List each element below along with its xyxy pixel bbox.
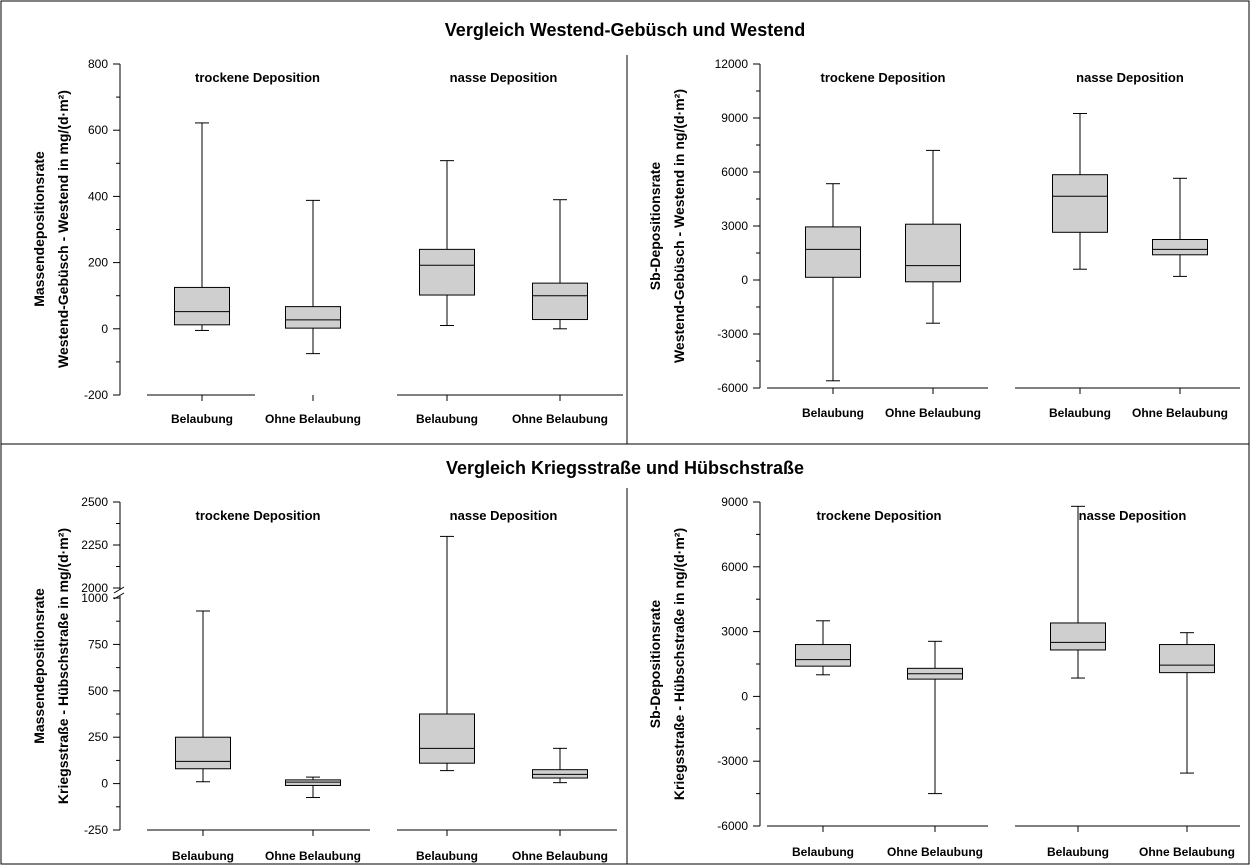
- chart-panel-mass-westend: -200 0 200 400 600 800 Massendepositionsrate We…: [31, 57, 623, 426]
- category-label: Ohne Belaubung: [1139, 845, 1235, 859]
- y-axis-title: Sb-Depositionsrate: [647, 600, 663, 729]
- group-label: trockene Deposition: [196, 508, 321, 523]
- y-tick-label: 0: [101, 777, 108, 791]
- y-axis-title: Kriegsstraße - Hübschstraße in ng/(d·m²): [671, 528, 687, 800]
- y-tick-label: -3000: [717, 754, 748, 768]
- y-tick-label: 0: [741, 273, 748, 287]
- box: [905, 223, 961, 283]
- y-tick-label: 750: [88, 637, 108, 651]
- group-label: nasse Deposition: [1076, 70, 1184, 85]
- y-axis-title: Sb-Depositionsrate: [647, 162, 663, 291]
- group-label: trockene Deposition: [817, 508, 942, 523]
- y-tick-label: 9000: [721, 495, 748, 509]
- box: [285, 306, 341, 329]
- y-tick-label: 12000: [715, 57, 749, 71]
- y-tick-label: 0: [101, 322, 108, 336]
- box: [1052, 174, 1108, 233]
- y-axis-title: Massendepositionsrate: [31, 151, 47, 307]
- category-label: Ohne Belaubung: [885, 406, 981, 420]
- chart-panel-sb-kriegsstrasse: -6000 -3000 0 3000 6000 9000 Sb-Depositionsrat…: [647, 495, 1240, 859]
- box: [285, 779, 341, 786]
- box: [1152, 239, 1208, 256]
- box: [419, 248, 475, 296]
- category-label: Ohne Belaubung: [265, 412, 361, 426]
- y-tick-label: 3000: [721, 219, 748, 233]
- y-axis-title: Westend-Gebüsch - Westend in mg/(d·m²): [55, 90, 71, 368]
- category-label: Belaubung: [1047, 845, 1109, 859]
- y-axis-title: Kriegsstraße - Hübschstraße in mg/(d·m²): [55, 528, 71, 804]
- group-label: nasse Deposition: [450, 70, 558, 85]
- box: [1050, 622, 1106, 651]
- y-tick-label: 2500: [81, 495, 108, 509]
- y-tick-label: -6000: [717, 381, 748, 395]
- category-label: Belaubung: [802, 406, 864, 420]
- box: [419, 713, 475, 764]
- y-tick-label: 6000: [721, 560, 748, 574]
- group-label: trockene Deposition: [821, 70, 946, 85]
- y-tick-label: -200: [84, 388, 108, 402]
- y-tick-label: 400: [88, 189, 108, 203]
- group-label: nasse Deposition: [1079, 508, 1187, 523]
- y-tick-label: 500: [88, 684, 108, 698]
- category-label: Ohne Belaubung: [1132, 406, 1228, 420]
- box: [175, 736, 231, 770]
- category-label: Belaubung: [171, 412, 233, 426]
- y-tick-label: 0: [741, 689, 748, 703]
- category-label: Ohne Belaubung: [512, 412, 608, 426]
- y-tick-label: 1000: [81, 591, 108, 605]
- y-tick-label: 800: [88, 57, 108, 71]
- y-axis-title: Massendepositionsrate: [31, 588, 47, 744]
- y-tick-label: -250: [84, 823, 108, 837]
- category-label: Ohne Belaubung: [265, 849, 361, 863]
- y-tick-label: -3000: [717, 327, 748, 341]
- group-label: nasse Deposition: [450, 508, 558, 523]
- box: [805, 226, 861, 278]
- category-label: Ohne Belaubung: [512, 849, 608, 863]
- group-label: trockene Deposition: [195, 70, 320, 85]
- y-tick-label: 600: [88, 123, 108, 137]
- category-label: Belaubung: [416, 412, 478, 426]
- category-label: Belaubung: [416, 849, 478, 863]
- y-tick-label: 200: [88, 256, 108, 270]
- box: [1159, 644, 1215, 674]
- y-axis-title: Westend-Gebüsch - Westend in ng/(d·m²): [671, 89, 687, 363]
- y-tick-label: 2250: [81, 538, 108, 552]
- section-title-bottom: Vergleich Kriegsstraße und Hübschstraße: [446, 458, 804, 478]
- category-label: Belaubung: [1049, 406, 1111, 420]
- box: [174, 286, 230, 326]
- box: [532, 282, 588, 321]
- y-tick-label: 9000: [721, 111, 748, 125]
- chart-panel-sb-westend: -6000 -3000 0 3000 6000 9000 12000 Sb-Depositio…: [647, 57, 1240, 420]
- y-tick-label: 2000: [81, 581, 108, 595]
- section-title-top: Vergleich Westend-Gebüsch und Westend: [445, 20, 805, 40]
- y-tick-label: 3000: [721, 625, 748, 639]
- y-tick-label: 6000: [721, 165, 748, 179]
- box: [795, 644, 851, 667]
- category-label: Belaubung: [172, 849, 234, 863]
- category-label: Ohne Belaubung: [887, 845, 983, 859]
- category-label: Belaubung: [792, 845, 854, 859]
- y-tick-label: -6000: [717, 819, 748, 833]
- y-tick-label: 250: [88, 730, 108, 744]
